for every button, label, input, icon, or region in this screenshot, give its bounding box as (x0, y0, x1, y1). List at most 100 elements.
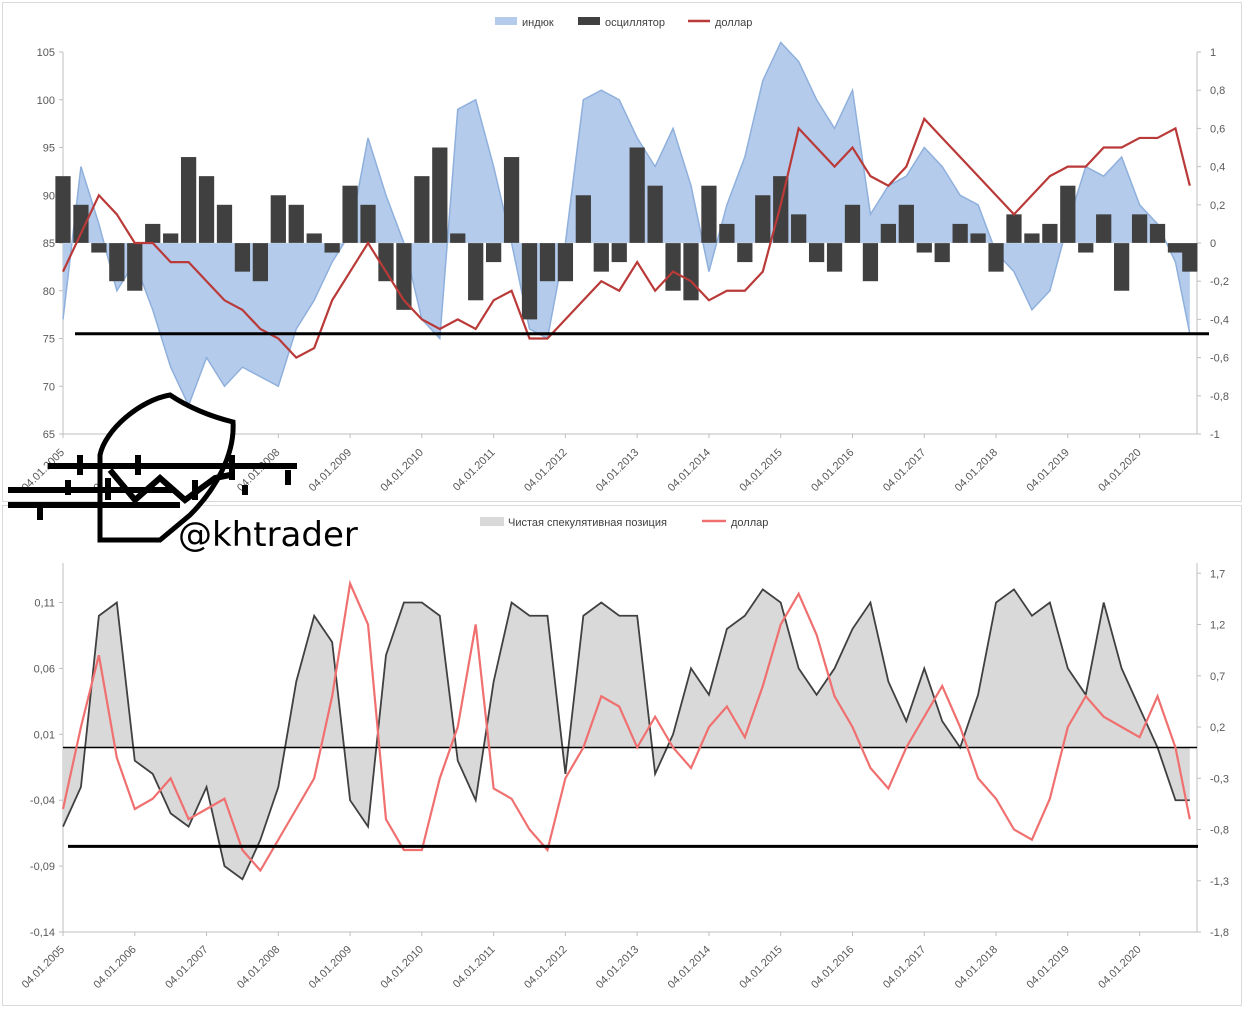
x-tick-label: 04.01.2011 (451, 447, 498, 494)
y-left-tick-label: 85 (43, 238, 55, 250)
oscillator-bar (432, 147, 448, 243)
oscillator-bar (575, 195, 591, 243)
y-right-tick-label: 0,4 (1210, 162, 1225, 174)
x-tick-label: 04.01.2020 (1096, 447, 1143, 494)
x-tick-label: 04.01.2019 (1025, 944, 1072, 991)
x-tick-label: 04.01.2014 (666, 944, 713, 991)
logo-posts (65, 478, 198, 500)
x-tick-label: 04.01.2016 (809, 447, 856, 494)
oscillator-bar (163, 233, 179, 243)
x-tick-label: 04.01.2011 (451, 944, 498, 991)
x-tick-label: 04.01.2013 (594, 447, 641, 494)
oscillator-bar (360, 204, 376, 243)
series-line-dollar (61, 579, 1191, 873)
x-tick-label: 04.01.2009 (307, 447, 354, 494)
oscillator-bar (755, 195, 771, 243)
y-left-tick-label: 95 (43, 143, 55, 155)
oscillator-bar (826, 243, 843, 272)
oscillator-bar (180, 157, 197, 243)
y-left-tick-label: -0,14 (30, 927, 55, 939)
y-right-tick-label: 0,8 (1210, 85, 1225, 97)
series-line-dollar (62, 116, 1191, 359)
oscillator-bar (1078, 243, 1094, 253)
watermark-handle: @khtrader (178, 515, 358, 555)
y-right-tick-label: -0,4 (1210, 314, 1229, 326)
oscillator-bar (216, 204, 233, 243)
legend-swatch-net-position (480, 517, 504, 526)
oscillator-bar (306, 233, 322, 243)
oscillator-bar (468, 243, 484, 301)
oscillator-bar (91, 243, 107, 253)
oscillator-bar (611, 243, 627, 263)
oscillator-bar (252, 243, 268, 282)
y-left-tick-label: 0,11 (34, 598, 55, 610)
oscillator-bar (1042, 223, 1058, 243)
oscillator-bar (934, 243, 950, 263)
oscillator-bar (55, 176, 71, 243)
legend-label-oscillator: осциллятор (605, 17, 665, 29)
x-tick-label: 04.01.2007 (163, 944, 210, 991)
y-right-tick-label: -1 (1210, 429, 1220, 441)
legend-label-indyuk: индюк (522, 17, 554, 29)
oscillator-bar (719, 223, 735, 243)
x-tick-label: 04.01.2008 (235, 944, 282, 991)
oscillator-bar (844, 204, 861, 243)
x-tick-label: 04.01.2015 (737, 944, 784, 991)
x-tick-label: 04.01.2019 (1025, 447, 1072, 494)
y-right-tick-label: 0,2 (1210, 722, 1225, 734)
oscillator-bar (521, 243, 538, 320)
x-tick-label: 04.01.2016 (809, 944, 856, 991)
oscillator-bar (342, 185, 358, 243)
x-tick-label: 04.01.2006 (91, 944, 138, 991)
y-right-tick-label: -0,8 (1210, 825, 1229, 837)
oscillator-bar (683, 243, 699, 301)
series-area-net-position (63, 589, 1190, 880)
oscillator-bar (647, 185, 663, 243)
x-tick-label: 04.01.2012 (522, 944, 569, 991)
logo-zigzag (107, 468, 231, 505)
x-tick-label: 04.01.2013 (594, 944, 641, 991)
oscillator-bar (486, 243, 502, 263)
y-left-tick-label: 100 (37, 95, 55, 107)
series-line-indyuk (62, 41, 1191, 408)
oscillator-bar (503, 157, 520, 243)
y-left-tick-label: 75 (43, 334, 55, 346)
oscillator-bar (539, 243, 556, 282)
chart-1 (55, 17, 1209, 438)
y-left-tick-label: 0,06 (34, 663, 55, 675)
oscillator-bar (1131, 214, 1148, 243)
y-right-tick-label: 1 (1210, 47, 1216, 59)
watermark-logo (8, 392, 297, 543)
y-right-tick-label: 0 (1210, 238, 1216, 250)
logo-rails-top (48, 455, 297, 495)
oscillator-bar (1182, 243, 1198, 272)
oscillator-bar (378, 243, 394, 282)
x-tick-label: 04.01.2010 (379, 447, 426, 494)
oscillator-bar (288, 204, 304, 243)
oscillator-bar (791, 214, 807, 243)
y-left-tick-label: 70 (43, 381, 55, 393)
x-tick-label: 04.01.2009 (307, 944, 354, 991)
y-right-tick-label: 0,6 (1210, 123, 1225, 135)
y-left-tick-label: 0,01 (34, 729, 55, 741)
oscillator-bar (1024, 233, 1040, 243)
y-right-tick-label: 0,7 (1210, 671, 1225, 683)
x-tick-label: 04.01.2012 (522, 447, 569, 494)
y-left-tick-label: 105 (37, 47, 55, 59)
oscillator-bar (737, 243, 753, 263)
y-right-tick-label: -0,3 (1210, 773, 1229, 785)
x-tick-label: 04.01.2018 (953, 944, 1000, 991)
oscillator-bar (234, 243, 251, 272)
x-tick-label: 04.01.2005 (20, 944, 67, 991)
y-right-tick-label: -1,8 (1210, 927, 1229, 939)
oscillator-bar (127, 243, 143, 291)
legend-swatch-oscillator (578, 17, 600, 25)
oscillator-bar (1096, 214, 1112, 243)
oscillator-bar (1149, 223, 1166, 243)
oscillator-bar (1167, 243, 1184, 253)
x-tick-label: 04.01.2020 (1096, 944, 1143, 991)
oscillator-bar (898, 204, 914, 243)
x-tick-label: 04.01.2014 (666, 447, 713, 494)
chart-2 (59, 517, 1201, 936)
